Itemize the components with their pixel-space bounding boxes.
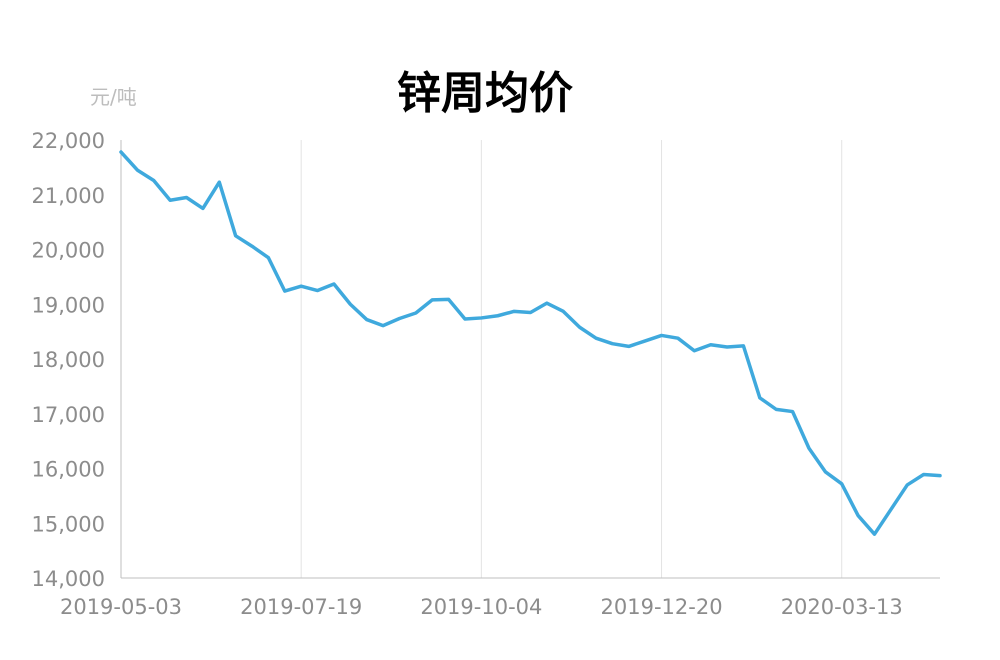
- x-axis-ticks: 2019-05-03 2019-07-19 2019-10-04 2019-12-20…: [60, 595, 903, 619]
- y-tick-label: 15,000: [32, 512, 105, 536]
- gridlines: [300, 140, 843, 578]
- x-tick-label: 2020-03-13: [781, 595, 903, 619]
- y-tick-label: 16,000: [32, 458, 105, 482]
- y-tick-label: 20,000: [32, 239, 105, 263]
- y-axis-ticks: 22,000 21,000 20,000 19,000 18,000 17,000 16,0…: [32, 129, 105, 591]
- y-tick-label: 18,000: [32, 348, 105, 372]
- x-tick-label: 2019-07-19: [240, 595, 362, 619]
- chart-title: 锌周均价: [397, 68, 573, 119]
- y-axis-unit: 元/吨: [90, 85, 137, 109]
- y-tick-label: 14,000: [32, 567, 105, 591]
- y-tick-label: 22,000: [32, 129, 105, 153]
- x-tick-label: 2019-12-20: [601, 595, 723, 619]
- series-group: [119, 150, 942, 536]
- y-tick-label: 17,000: [32, 403, 105, 427]
- axes: [120, 140, 940, 579]
- x-tick-label: 2019-10-04: [420, 595, 542, 619]
- y-tick-label: 21,000: [32, 184, 105, 208]
- y-tick-label: 19,000: [32, 293, 105, 317]
- series-line: [119, 150, 942, 536]
- x-tick-label: 2019-05-03: [60, 595, 182, 619]
